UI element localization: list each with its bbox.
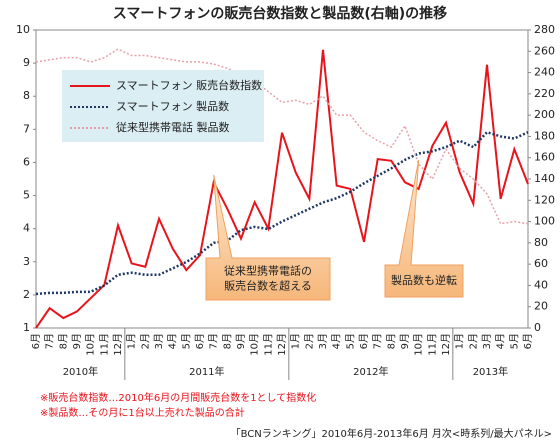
callout [205,174,331,301]
series-line [35,49,529,329]
footnote: ※製品数…その月に1台以上売れた製品の合計 [40,406,245,419]
x-tick-label: 11月 [98,333,110,356]
y2-tick-label: 20 [534,300,548,313]
x-tick-label: 12月 [112,333,124,356]
x-tick-label: 10月 [413,333,425,356]
y-tick-label: 9 [23,56,30,69]
x-tick-label: 10月 [249,333,261,356]
x-tick-label: 6月 [194,333,206,349]
y-tick-label: 5 [23,189,30,202]
x-tick-label: 6月 [522,333,534,349]
y-tick-label: 8 [23,89,30,102]
x-tick-label: 10月 [85,333,97,356]
x-tick-label: 3月 [317,333,329,349]
x-tick-label: 5月 [344,333,356,349]
y2-tick-label: 100 [534,215,555,228]
legend-label: スマートフォン 販売台数指数 [116,78,262,92]
x-tick-label: 4月 [495,333,507,349]
y-tick-label: 4 [23,222,30,235]
x-tick-label: 1月 [454,333,466,349]
x-tick-label: 9月 [399,333,411,349]
x-tick-label: 9月 [235,333,247,349]
x-tick-label: 2月 [139,333,151,349]
y-tick-label: 10 [16,23,30,36]
y2-tick-label: 240 [534,66,555,79]
x-tick-label: 2月 [303,333,315,349]
x-tick-label: 7月 [372,333,384,349]
y2-tick-label: 80 [534,236,548,249]
annotation-text: 製品数も逆転 [391,273,457,287]
y2-tick-label: 140 [534,172,555,185]
y2-tick-label: 260 [534,44,555,57]
y-tick-label: 3 [23,255,30,268]
year-label: 2012年 [353,365,388,378]
x-tick-label: 11月 [426,333,438,356]
x-tick-label: 6月 [358,333,370,349]
y2-tick-label: 60 [534,257,548,270]
source: 「BCNランキング」2010年6月-2013年6月 月次<時系列/最大パネル> [231,427,552,440]
year-label: 2013年 [473,365,508,378]
annotation-text: 販売台数を超える [224,279,312,293]
x-tick-label: 4月 [331,333,343,349]
x-tick-label: 3月 [153,333,165,349]
x-tick-label: 8月 [221,333,233,349]
x-tick-label: 6月 [30,333,42,349]
callout [384,159,464,298]
x-tick-label: 9月 [71,333,83,349]
footnote: ※販売台数指数…2010年6月の月間販売台数を1として指数化 [40,391,316,404]
y2-tick-label: 40 [534,278,548,291]
y2-tick-label: 0 [534,321,541,334]
y2-tick-label: 180 [534,129,555,142]
x-tick-label: 12月 [440,333,452,356]
y2-tick-label: 200 [534,108,555,121]
series-line [35,48,529,225]
x-tick-label: 1月 [126,333,138,349]
x-tick-label: 7月 [208,333,220,349]
y2-tick-label: 280 [534,23,555,36]
annotation-text: 従来型携帯電話の [224,264,312,278]
year-label: 2010年 [63,365,98,378]
y-tick-label: 1 [23,321,30,334]
x-tick-label: 11月 [262,333,274,356]
x-tick-label: 3月 [481,333,493,349]
y2-tick-label: 120 [534,193,555,206]
chart-title: スマートフォンの販売台数指数と製品数(右軸)の推移 [113,5,447,22]
x-tick-label: 4月 [167,333,179,349]
x-tick-label: 8月 [57,333,69,349]
y2-tick-label: 160 [534,151,555,164]
x-tick-label: 1月 [290,333,302,349]
x-tick-label: 5月 [180,333,192,349]
y-tick-label: 2 [23,288,30,301]
y-tick-label: 6 [23,155,30,168]
y-tick-label: 7 [23,122,30,135]
x-tick-label: 8月 [385,333,397,349]
x-tick-label: 2月 [467,333,479,349]
y2-tick-label: 220 [534,87,555,100]
legend-label: 従来型携帯電話 製品数 [116,120,230,134]
x-tick-label: 12月 [276,333,288,356]
x-tick-label: 5月 [508,333,520,349]
legend-label: スマートフォン 製品数 [116,99,229,113]
year-label: 2011年 [189,365,224,378]
x-tick-label: 7月 [44,333,56,349]
